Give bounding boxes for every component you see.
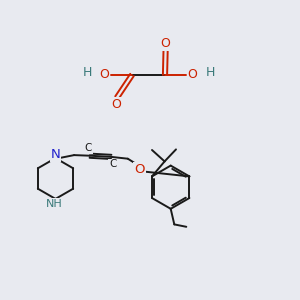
Text: O: O bbox=[112, 98, 121, 111]
Text: O: O bbox=[100, 68, 109, 81]
Text: O: O bbox=[161, 37, 170, 50]
Text: H: H bbox=[205, 66, 215, 80]
Text: NH: NH bbox=[46, 199, 62, 209]
Text: C: C bbox=[85, 143, 92, 153]
Text: O: O bbox=[134, 163, 145, 176]
Text: H: H bbox=[82, 66, 92, 80]
Text: N: N bbox=[51, 148, 60, 161]
Text: O: O bbox=[188, 68, 197, 81]
Text: C: C bbox=[109, 159, 116, 170]
